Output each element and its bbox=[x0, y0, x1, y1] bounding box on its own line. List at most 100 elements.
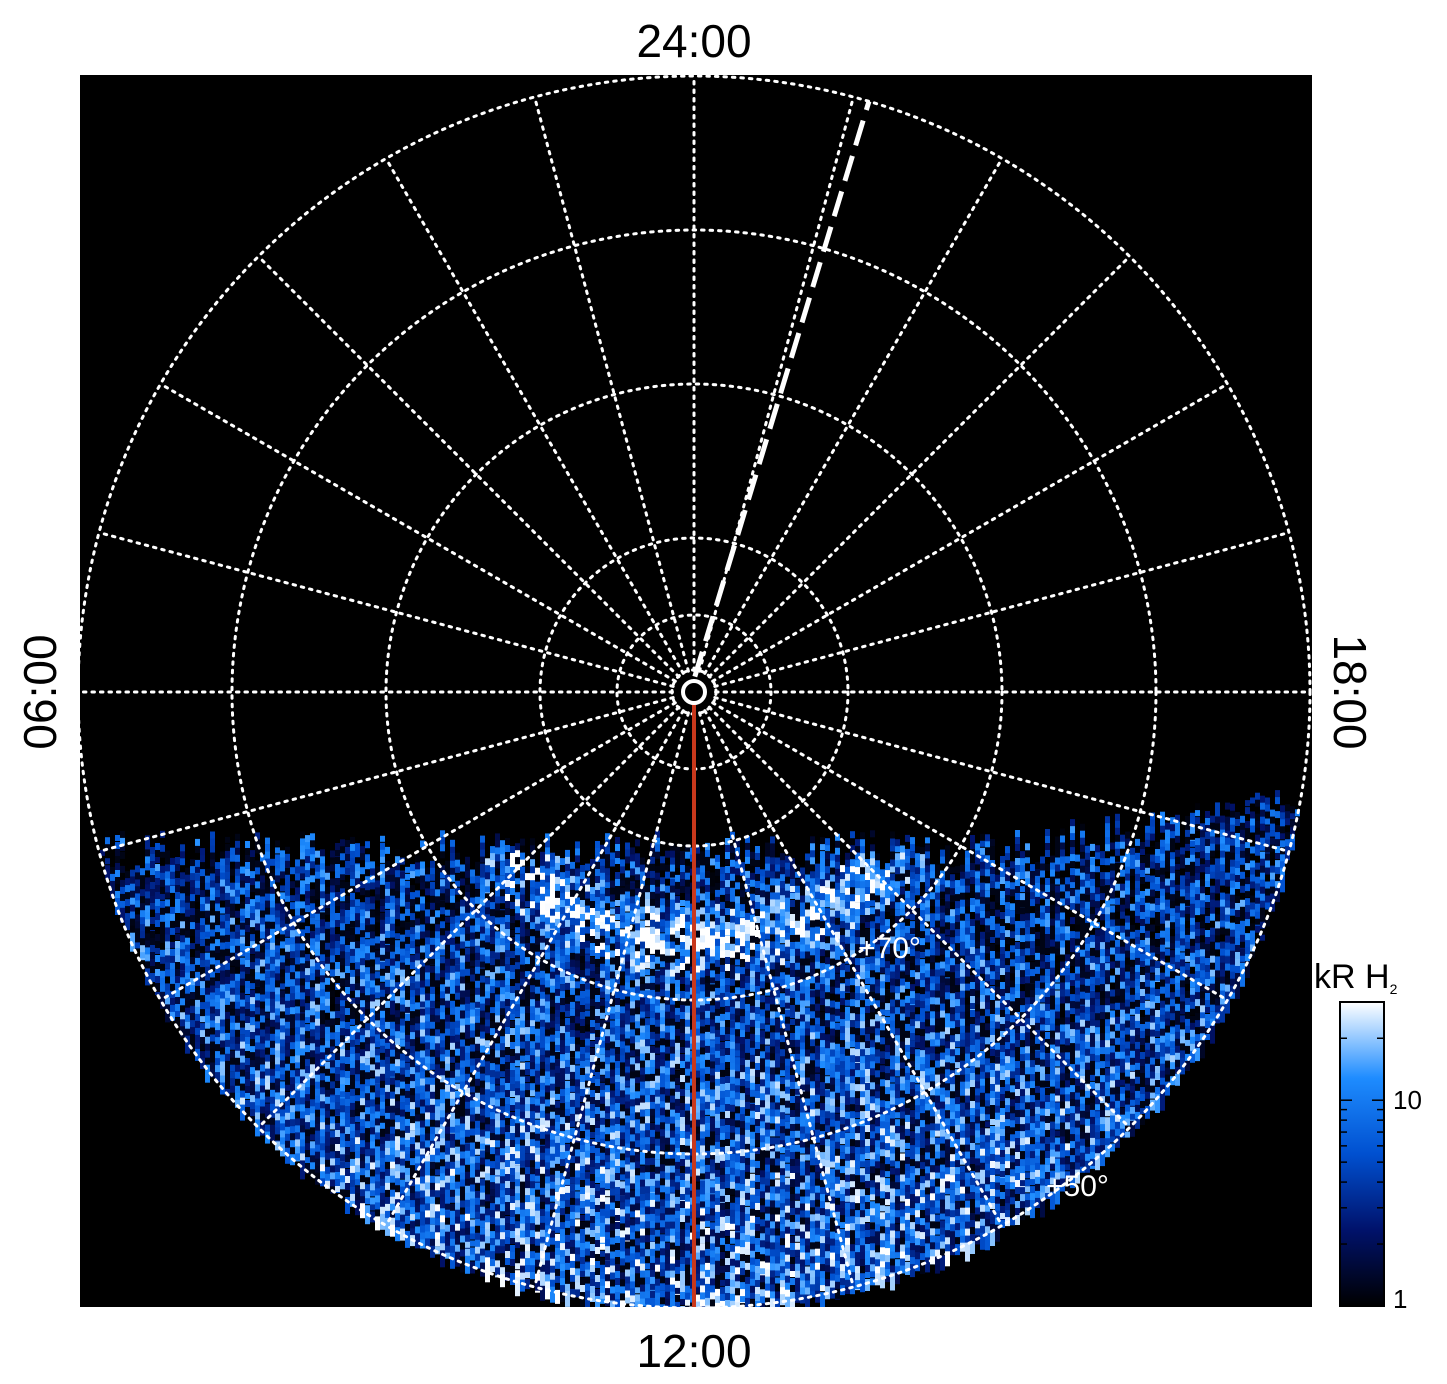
heatmap-cell bbox=[465, 877, 470, 887]
heatmap-cell bbox=[505, 999, 510, 1006]
heatmap-cell bbox=[310, 1064, 315, 1076]
heatmap-cell bbox=[480, 1157, 485, 1166]
heatmap-cell bbox=[535, 1280, 540, 1291]
heatmap-cell bbox=[630, 1092, 635, 1100]
heatmap-cell bbox=[280, 934, 285, 944]
heatmap-cell bbox=[550, 1048, 555, 1057]
heatmap-cell bbox=[305, 877, 310, 885]
heatmap-cell bbox=[155, 983, 160, 992]
heatmap-cell bbox=[380, 919, 385, 932]
heatmap-cell bbox=[155, 955, 160, 965]
heatmap-cell bbox=[460, 1060, 465, 1074]
heatmap-cell bbox=[515, 1277, 520, 1297]
heatmap-cell bbox=[520, 1167, 525, 1179]
heatmap-cell bbox=[415, 1226, 420, 1238]
heatmap-cell bbox=[220, 1047, 225, 1055]
heatmap-cell bbox=[400, 941, 405, 953]
heatmap-cell bbox=[290, 930, 295, 941]
heatmap-cell bbox=[475, 1099, 480, 1110]
heatmap-cell bbox=[520, 838, 525, 848]
heatmap-cell bbox=[385, 1140, 390, 1153]
heatmap-cell bbox=[310, 910, 315, 918]
heatmap-cell bbox=[335, 1032, 340, 1041]
heatmap-cell bbox=[600, 956, 605, 965]
heatmap-cell bbox=[210, 1069, 215, 1078]
heatmap-cell bbox=[425, 1084, 430, 1092]
heatmap-cell bbox=[360, 1084, 365, 1098]
heatmap-cell bbox=[215, 862, 220, 870]
heatmap-cell bbox=[300, 1132, 305, 1142]
heatmap-cell bbox=[555, 1044, 560, 1051]
heatmap-cell bbox=[200, 883, 205, 897]
heatmap-cell bbox=[195, 971, 200, 981]
heatmap-cell bbox=[375, 866, 380, 878]
heatmap-cell bbox=[255, 1021, 260, 1033]
heatmap-cell bbox=[395, 1164, 400, 1177]
heatmap-cell bbox=[400, 983, 405, 994]
heatmap-cell bbox=[330, 871, 335, 884]
heatmap-cell bbox=[265, 970, 270, 978]
heatmap-cell bbox=[230, 1071, 235, 1079]
heatmap-cell bbox=[310, 840, 315, 854]
heatmap-cell bbox=[400, 1144, 405, 1151]
heatmap-cell bbox=[565, 940, 570, 948]
heatmap-cell bbox=[360, 923, 365, 933]
heatmap-cell bbox=[505, 1272, 510, 1281]
heatmap-cell bbox=[455, 1125, 460, 1139]
heatmap-cell bbox=[490, 965, 495, 974]
heatmap-cell bbox=[450, 1189, 455, 1200]
heatmap-cell bbox=[615, 900, 620, 906]
heatmap-cell bbox=[620, 1160, 625, 1169]
heatmap-cell bbox=[145, 968, 150, 986]
heatmap-cell bbox=[150, 875, 155, 888]
heatmap-cell bbox=[460, 1102, 465, 1109]
heatmap-cell bbox=[390, 1168, 395, 1179]
heatmap-cell bbox=[415, 1023, 420, 1036]
heatmap-cell bbox=[410, 955, 415, 967]
heatmap-cell bbox=[555, 1240, 560, 1254]
heatmap-cell bbox=[235, 917, 240, 926]
heatmap-cell bbox=[275, 938, 280, 946]
heatmap-cell bbox=[450, 1000, 455, 1014]
heatmap-cell bbox=[295, 866, 300, 879]
heatmap-cell bbox=[500, 1141, 505, 1153]
heatmap-cell bbox=[530, 1230, 535, 1238]
heatmap-cell bbox=[555, 967, 560, 975]
heatmap-cell bbox=[470, 1023, 475, 1031]
heatmap-cell bbox=[145, 870, 150, 880]
heatmap-cell bbox=[315, 1137, 320, 1148]
heatmap-cell bbox=[535, 1140, 540, 1154]
heatmap-cell bbox=[430, 874, 435, 881]
heatmap-cell bbox=[490, 1063, 495, 1077]
heatmap-cell bbox=[165, 934, 170, 945]
heatmap-cell bbox=[600, 1047, 605, 1055]
heatmap-cell bbox=[460, 892, 465, 905]
heatmap-cell bbox=[345, 840, 350, 851]
heatmap-cell bbox=[330, 857, 335, 867]
heatmap-cell bbox=[430, 965, 435, 975]
heatmap-cell bbox=[485, 1159, 490, 1170]
heatmap-cell bbox=[290, 1021, 295, 1031]
heatmap-cell bbox=[430, 902, 435, 912]
heatmap-cell bbox=[500, 987, 505, 997]
heatmap-cell bbox=[285, 1000, 290, 1014]
heatmap-cell bbox=[440, 1201, 445, 1211]
heatmap-cell bbox=[145, 961, 150, 973]
heatmap-cell bbox=[280, 927, 285, 937]
heatmap-cell bbox=[420, 847, 425, 861]
heatmap-cell bbox=[375, 929, 380, 939]
heatmap-cell bbox=[560, 949, 565, 962]
heatmap-cell bbox=[615, 1068, 620, 1076]
heatmap-cell bbox=[540, 851, 545, 861]
heatmap-cell bbox=[525, 1223, 530, 1236]
heatmap-cell bbox=[430, 1042, 435, 1050]
heatmap-cell bbox=[300, 971, 305, 983]
heatmap-cell bbox=[425, 1189, 430, 1202]
heatmap-cell bbox=[515, 857, 520, 870]
heatmap-cell bbox=[465, 1017, 470, 1029]
heatmap-cell bbox=[400, 1011, 405, 1023]
heatmap-cell bbox=[255, 1000, 260, 1014]
heatmap-cell bbox=[180, 984, 185, 998]
heatmap-cell bbox=[595, 1093, 600, 1100]
heatmap-cell bbox=[270, 1082, 275, 1095]
